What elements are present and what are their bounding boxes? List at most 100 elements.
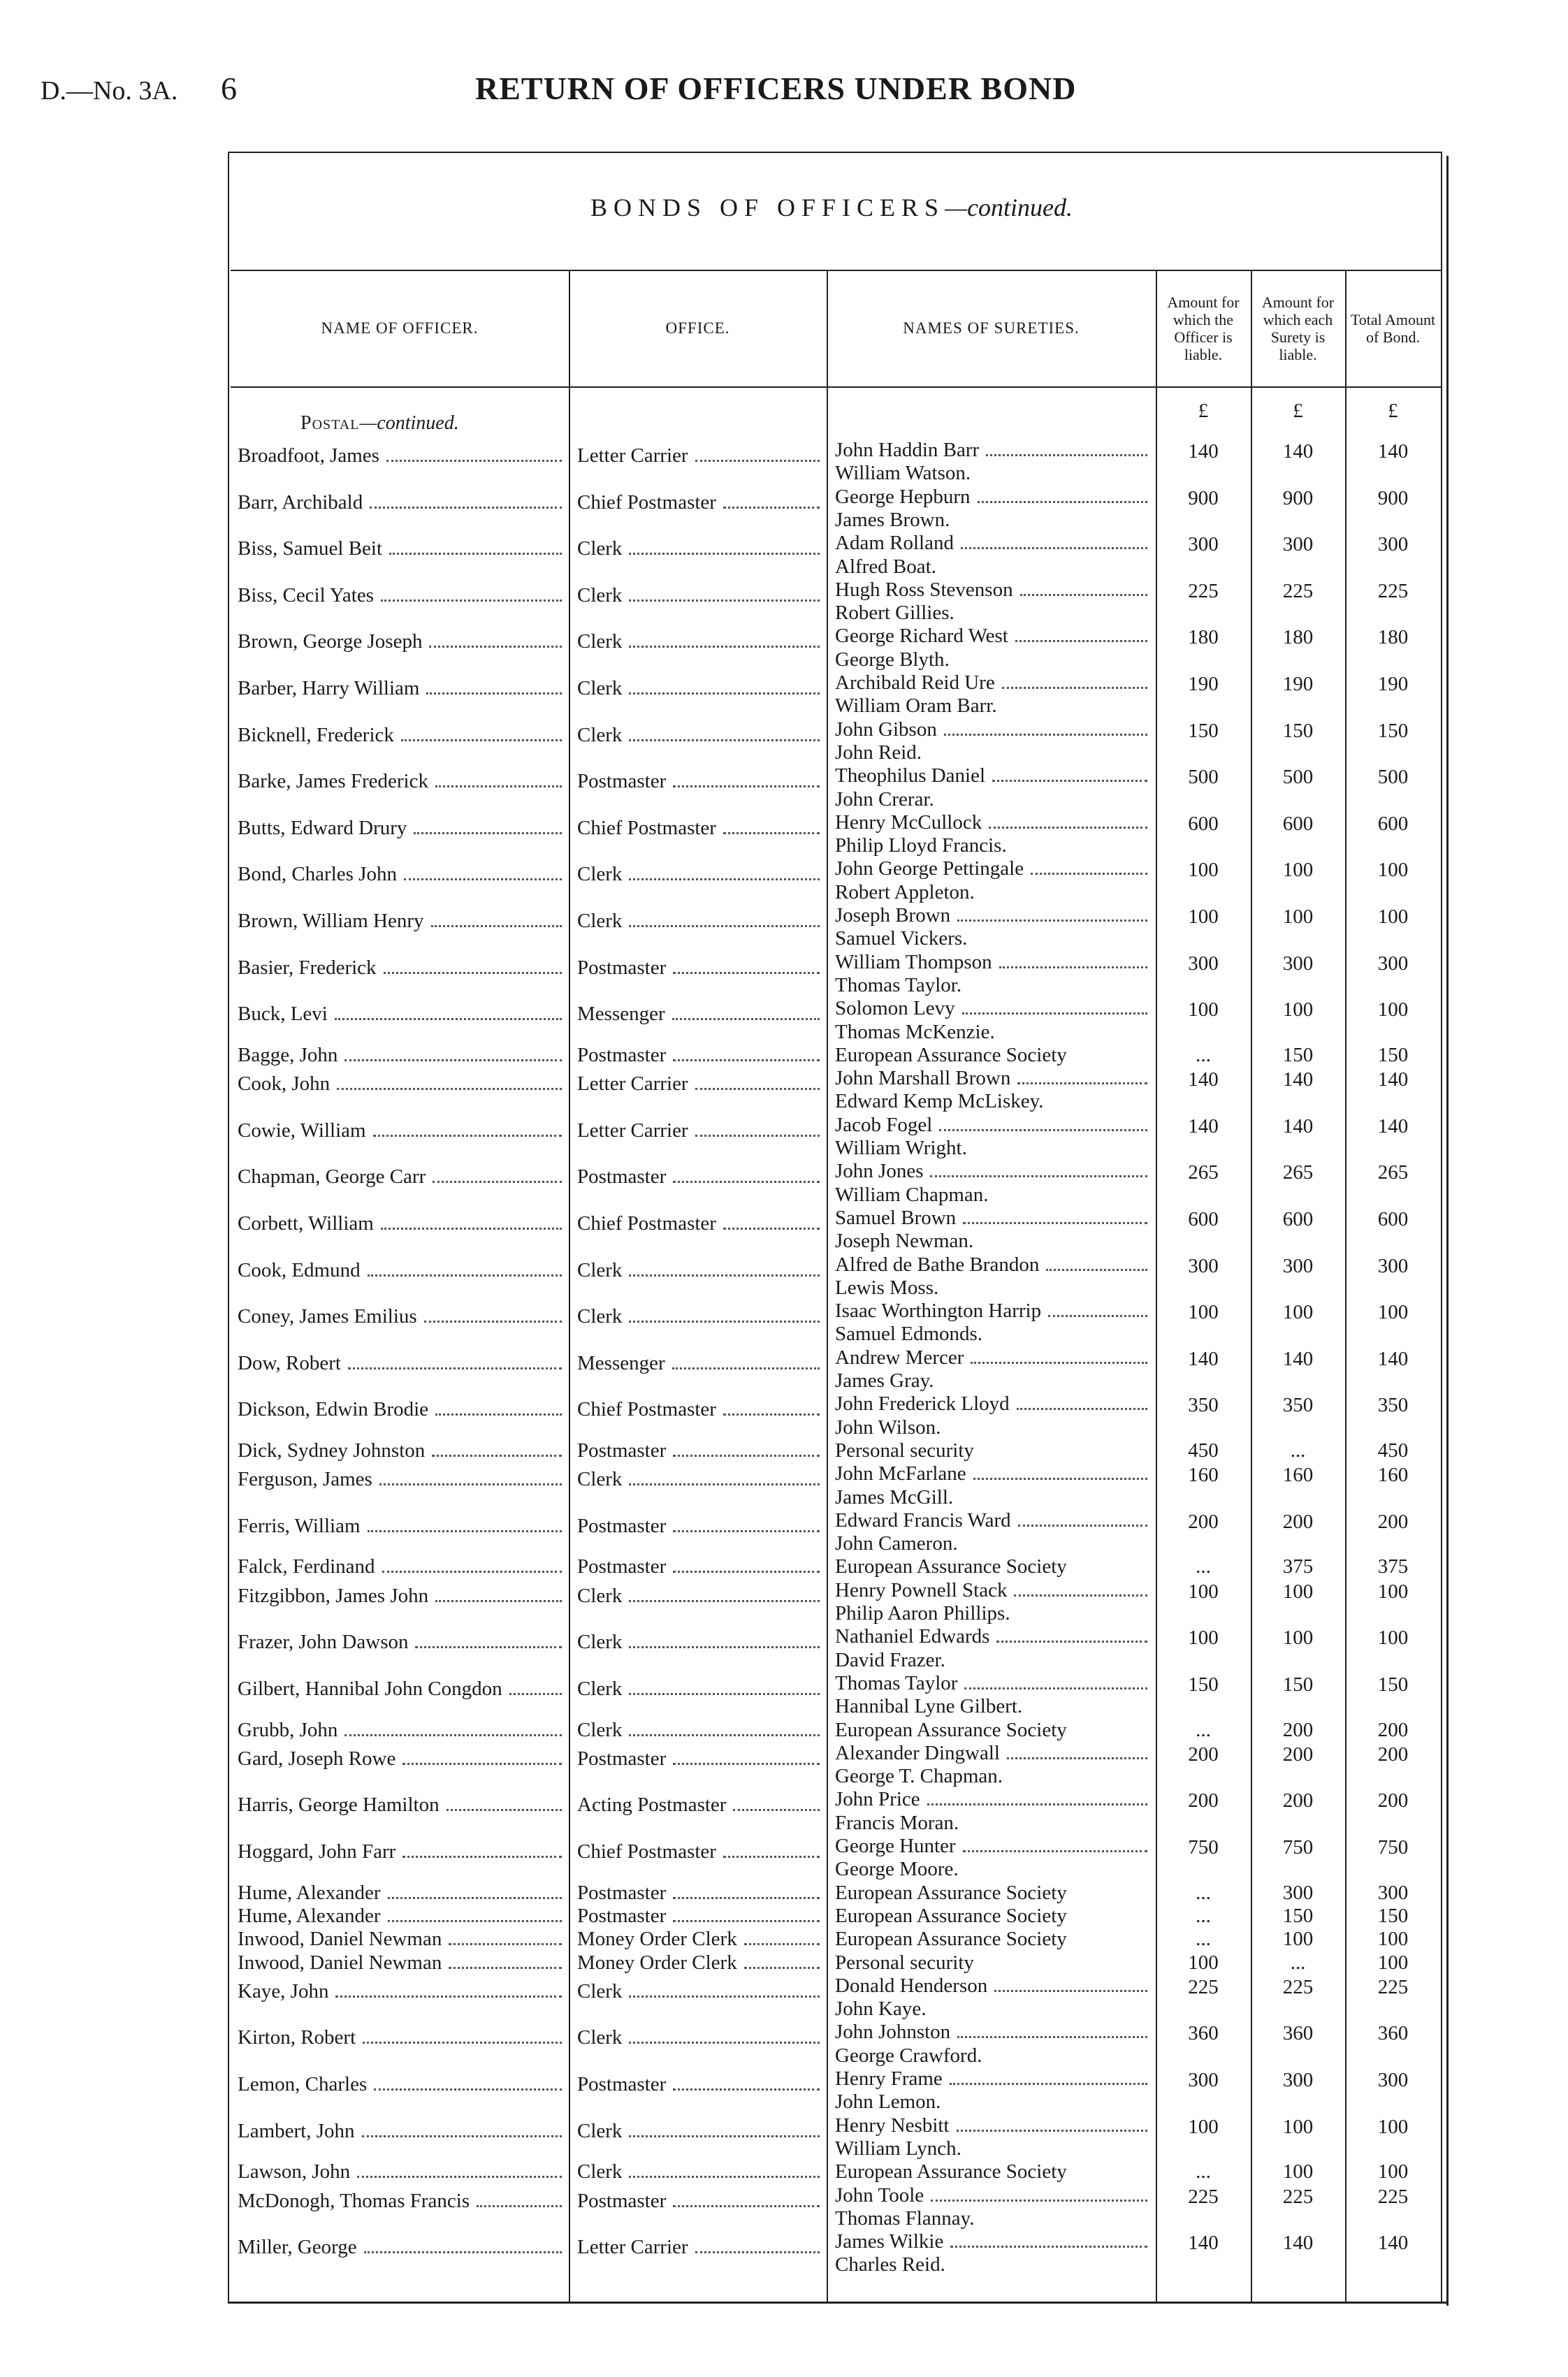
surety-text: European Assurance Society <box>835 1555 1067 1578</box>
leader <box>423 1321 562 1323</box>
leader <box>449 1943 562 1946</box>
leader <box>961 1012 1147 1015</box>
office: Clerk <box>577 1678 824 1701</box>
office: Clerk <box>577 677 824 700</box>
surety: Edward Francis Ward <box>835 1509 1152 1532</box>
surety: European Assurance Society <box>835 2160 1152 2183</box>
leader <box>1046 1268 1147 1271</box>
officer-name-text: Fitzgibbon, James John <box>238 1584 429 1607</box>
surety: European Assurance Society <box>835 1555 1152 1578</box>
surety: George Hepburn <box>835 486 1152 509</box>
officer-name-text: Biss, Cecil Yates <box>238 583 374 606</box>
leader <box>400 739 562 741</box>
leader <box>994 1989 1147 1992</box>
office: Clerk <box>577 1585 824 1608</box>
amount-total: 600 <box>1377 1207 1409 1230</box>
amount-total: 140 <box>1377 1114 1409 1137</box>
surety: Thomas Taylor <box>835 1672 1152 1695</box>
amount-surety: 150 <box>1282 719 1314 742</box>
amount-total: 200 <box>1377 1789 1409 1812</box>
leader <box>347 1367 562 1369</box>
leader <box>723 1856 820 1858</box>
leader <box>432 1454 562 1457</box>
surety-text: John Toole <box>835 2183 924 2207</box>
leader <box>357 2176 562 2179</box>
office: Clerk <box>577 1305 824 1328</box>
surety-text: John Lemon. <box>835 2091 941 2114</box>
surety: Hugh Ross Stevenson <box>835 579 1152 602</box>
office-text: Messenger <box>577 1351 665 1374</box>
column-header: Amount for which each Surety is liable. <box>1261 293 1335 363</box>
surety-text: Personal security <box>835 1951 974 1974</box>
leader <box>964 1687 1147 1689</box>
surety-text: Lewis Moss. <box>835 1276 939 1299</box>
amount-total: 150 <box>1377 1673 1409 1696</box>
amount-total: 150 <box>1377 1043 1409 1066</box>
officer-name: Butts, Edward Drury <box>238 817 566 840</box>
amount-officer: ... <box>1196 1718 1211 1741</box>
officer-name: Bagge, John <box>238 1044 566 1067</box>
leader <box>1014 1594 1147 1597</box>
officer-name: Brown, George Joseph <box>238 630 566 653</box>
surety: William Thompson <box>835 951 1152 974</box>
amount-surety: 150 <box>1282 1043 1314 1066</box>
surety-text: John Jones <box>835 1160 924 1183</box>
officer-name: Bicknell, Frederick <box>238 724 566 747</box>
officer-name: Biss, Samuel Beit <box>238 537 566 560</box>
surety: Isaac Worthington Harrip <box>835 1300 1152 1323</box>
surety: George Crawford. <box>835 2044 1152 2067</box>
leader <box>429 646 562 648</box>
officer-name: Hoggard, John Farr <box>238 1840 566 1863</box>
officer-name: Biss, Cecil Yates <box>238 584 566 607</box>
officer-name-text: Basier, Frederick <box>238 956 377 979</box>
leader <box>629 553 820 555</box>
office: Postmaster <box>577 957 824 980</box>
amount-officer: 140 <box>1188 2232 1219 2255</box>
amount-surety: 900 <box>1282 486 1314 509</box>
surety-text: Andrew Mercer <box>835 1346 964 1369</box>
surety: Adam Rolland <box>835 532 1152 555</box>
surety: John Haddin Barr <box>835 439 1152 462</box>
leader <box>996 1641 1147 1643</box>
surety: Personal security <box>835 1439 1152 1462</box>
surety-text: George Crawford. <box>835 2044 982 2067</box>
border <box>228 152 1441 153</box>
amount-surety: ... <box>1290 1439 1306 1462</box>
amount-surety: 225 <box>1282 1975 1314 1998</box>
surety-text: George Hepburn <box>835 485 971 508</box>
leader <box>477 2204 562 2207</box>
office-text: Postmaster <box>577 1747 667 1770</box>
amount-total: 225 <box>1377 2185 1409 2208</box>
amount-officer: 100 <box>1188 1301 1219 1324</box>
leader <box>509 1692 562 1695</box>
surety-text: Jacob Fogel <box>835 1113 933 1136</box>
surety: Robert Gillies. <box>835 602 1152 625</box>
leader <box>673 2204 820 2207</box>
amount-officer: ... <box>1196 1881 1211 1904</box>
amount-surety: 140 <box>1282 1114 1314 1137</box>
amount-total: 600 <box>1377 812 1409 835</box>
amount-surety: 300 <box>1282 2069 1314 2091</box>
document-ref: D.—No. 3A. <box>41 76 178 106</box>
leader <box>673 1059 820 1061</box>
leader <box>402 1856 562 1858</box>
amount-surety: 190 <box>1282 673 1314 695</box>
officer-name-text: McDonogh, Thomas Francis <box>238 2189 470 2212</box>
amount-officer: 350 <box>1188 1394 1219 1417</box>
leader <box>435 1413 562 1416</box>
surety: John Crerar. <box>835 788 1152 811</box>
surety-text: Thomas McKenzie. <box>835 1020 995 1043</box>
surety-text: John Cameron. <box>835 1532 958 1555</box>
leader <box>957 2036 1147 2039</box>
office-text: Clerk <box>577 2119 623 2142</box>
officer-name-text: Lambert, John <box>238 2119 355 2142</box>
office-text: Postmaster <box>577 1555 667 1578</box>
leader <box>986 454 1147 456</box>
leader <box>1016 1408 1147 1411</box>
surety-text: William Watson. <box>835 462 971 485</box>
office: Clerk <box>577 1631 824 1654</box>
surety: George Hunter <box>835 1835 1152 1858</box>
office: Postmaster <box>577 1905 824 1928</box>
officer-name-text: Lawson, John <box>238 2160 351 2183</box>
leader <box>387 1919 562 1922</box>
